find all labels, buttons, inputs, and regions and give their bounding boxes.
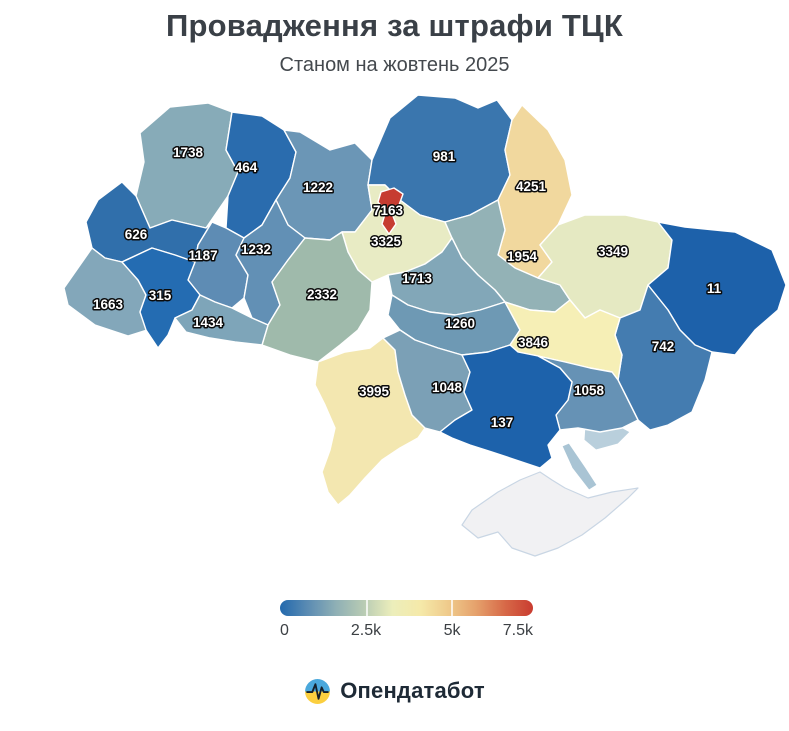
region-value-label-dnipropetrovsk: 3846 bbox=[518, 335, 549, 350]
region-value-label-sumy: 4251 bbox=[516, 179, 547, 194]
region-value-label-donetsk: 742 bbox=[652, 339, 675, 354]
region-value-label-zakarpattia: 1663 bbox=[93, 297, 124, 312]
legend-separator bbox=[365, 600, 368, 616]
legend-gradient-bar bbox=[280, 600, 533, 616]
legend-tick-7.5k: 7.5k bbox=[502, 622, 533, 639]
region-value-label-rivne: 464 bbox=[235, 160, 258, 175]
region-volyn[interactable] bbox=[135, 102, 239, 229]
region-value-label-chernihiv: 981 bbox=[433, 149, 456, 164]
region-value-label-cherkasy: 1713 bbox=[402, 271, 433, 286]
region-value-label-kherson: 137 bbox=[491, 415, 514, 430]
region-value-label-mykolaiv: 1048 bbox=[432, 380, 463, 395]
page-subtitle: Станом на жовтень 2025 bbox=[279, 54, 510, 76]
region-value-label-kyiv_oblast: 3325 bbox=[371, 234, 402, 249]
footer-brand: Опендатабот bbox=[0, 674, 789, 708]
region-value-label-odesa: 3995 bbox=[359, 384, 390, 399]
legend-tick-0: 0 bbox=[280, 622, 289, 639]
region-value-label-vinnytsia: 2332 bbox=[307, 287, 337, 302]
legend-separator bbox=[451, 600, 454, 616]
color-legend: 0 2.5k 5k 7.5k bbox=[280, 600, 533, 644]
region-value-label-zaporizhzhia: 1058 bbox=[574, 383, 605, 398]
opendatabot-logo-icon bbox=[305, 678, 331, 704]
region-value-label-kirovohrad: 1260 bbox=[445, 316, 475, 331]
logo-pulse-line bbox=[306, 682, 330, 700]
legend-ticks: 0 2.5k 5k 7.5k bbox=[280, 622, 533, 644]
region-vinnytsia[interactable] bbox=[261, 231, 373, 363]
region-value-label-zhytomyr: 1222 bbox=[303, 180, 333, 195]
region-kyiv_city[interactable] bbox=[377, 187, 404, 235]
legend-tick-5k: 5k bbox=[443, 622, 461, 639]
region-value-label-lviv: 626 bbox=[125, 227, 148, 242]
region-kherson[interactable] bbox=[439, 344, 573, 469]
region-value-label-ivano_frankivsk: 315 bbox=[149, 288, 172, 303]
region-value-label-kharkiv: 3349 bbox=[598, 244, 628, 259]
region-value-label-chernivtsi: 1434 bbox=[193, 315, 224, 330]
water-arabat-spit bbox=[561, 442, 598, 491]
region-luhansk[interactable] bbox=[647, 221, 787, 356]
brand-name: Опендатабот bbox=[340, 678, 485, 703]
logo-top-half bbox=[305, 678, 331, 691]
region-value-label-ternopil: 1187 bbox=[188, 248, 217, 263]
region-value-label-poltava: 1954 bbox=[507, 249, 538, 264]
region-value-label-luhansk: 11 bbox=[707, 281, 722, 296]
region-value-label-volyn: 1738 bbox=[173, 145, 204, 160]
legend-tick-2.5k: 2.5k bbox=[350, 622, 382, 639]
region-value-label-khmelnytskyi: 1232 bbox=[241, 242, 271, 257]
page-title: Провадження за штрафи ТЦК bbox=[165, 8, 624, 43]
region-chernivtsi[interactable] bbox=[174, 294, 269, 346]
region-crimea[interactable] bbox=[461, 471, 639, 557]
region-value-label-kyiv_city: 7163 bbox=[373, 203, 404, 218]
